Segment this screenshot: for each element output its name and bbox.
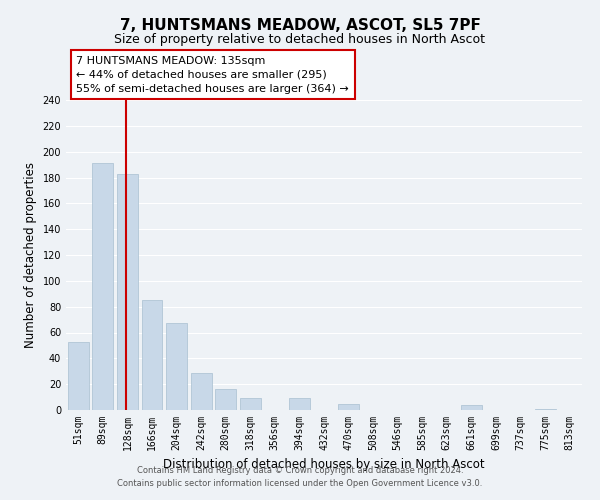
Text: 7 HUNTSMANS MEADOW: 135sqm
← 44% of detached houses are smaller (295)
55% of sem: 7 HUNTSMANS MEADOW: 135sqm ← 44% of deta… xyxy=(76,56,349,94)
Y-axis label: Number of detached properties: Number of detached properties xyxy=(24,162,37,348)
Bar xyxy=(68,342,89,410)
Text: 7, HUNTSMANS MEADOW, ASCOT, SL5 7PF: 7, HUNTSMANS MEADOW, ASCOT, SL5 7PF xyxy=(119,18,481,32)
Bar xyxy=(240,398,261,410)
Bar xyxy=(166,324,187,410)
X-axis label: Distribution of detached houses by size in North Ascot: Distribution of detached houses by size … xyxy=(163,458,485,471)
Bar xyxy=(535,408,556,410)
Text: Size of property relative to detached houses in North Ascot: Size of property relative to detached ho… xyxy=(115,32,485,46)
Bar xyxy=(92,164,113,410)
Bar xyxy=(289,398,310,410)
Bar xyxy=(142,300,163,410)
Bar xyxy=(461,405,482,410)
Bar xyxy=(117,174,138,410)
Bar xyxy=(191,372,212,410)
Text: Contains HM Land Registry data © Crown copyright and database right 2024.
Contai: Contains HM Land Registry data © Crown c… xyxy=(118,466,482,487)
Bar xyxy=(338,404,359,410)
Bar xyxy=(215,390,236,410)
